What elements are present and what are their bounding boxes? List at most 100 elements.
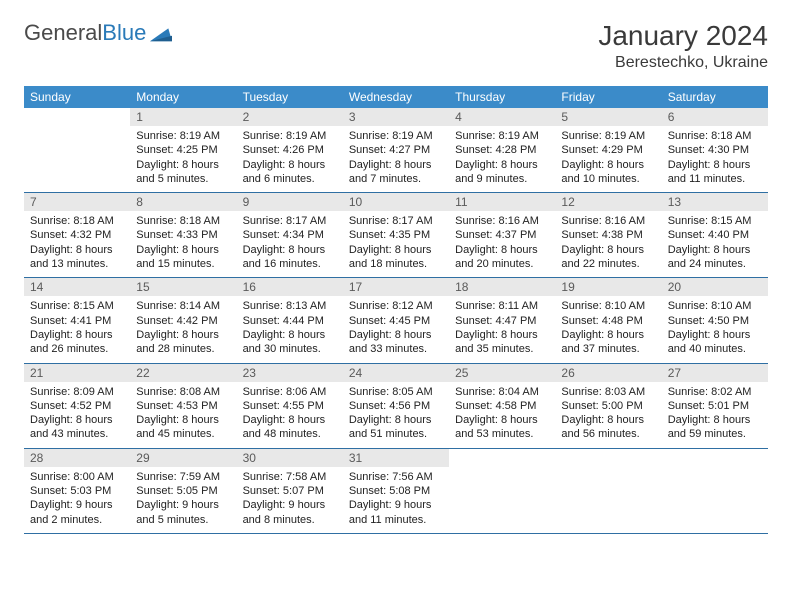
daylight-line: Daylight: 8 hours and 26 minutes. (30, 328, 124, 357)
calendar-day-cell: 31Sunrise: 7:56 AMSunset: 5:08 PMDayligh… (343, 448, 449, 533)
daylight-line: Daylight: 9 hours and 8 minutes. (243, 498, 337, 527)
sunrise-line: Sunrise: 8:15 AM (30, 299, 124, 313)
sunrise-line: Sunrise: 8:15 AM (668, 214, 762, 228)
calendar-day-cell: 27Sunrise: 8:02 AMSunset: 5:01 PMDayligh… (662, 363, 768, 448)
day-details: Sunrise: 8:12 AMSunset: 4:45 PMDaylight:… (343, 296, 449, 362)
calendar-day-cell: 18Sunrise: 8:11 AMSunset: 4:47 PMDayligh… (449, 278, 555, 363)
sunset-line: Sunset: 4:37 PM (455, 228, 549, 242)
day-details: Sunrise: 8:18 AMSunset: 4:30 PMDaylight:… (662, 126, 768, 192)
day-number: 22 (130, 364, 236, 382)
header: GeneralBlue January 2024 Berestechko, Uk… (24, 20, 768, 72)
daylight-line: Daylight: 9 hours and 5 minutes. (136, 498, 230, 527)
sunrise-line: Sunrise: 8:00 AM (30, 470, 124, 484)
sunset-line: Sunset: 4:41 PM (30, 314, 124, 328)
logo-text: GeneralBlue (24, 20, 146, 46)
sunset-line: Sunset: 4:26 PM (243, 143, 337, 157)
calendar-day-cell: 7Sunrise: 8:18 AMSunset: 4:32 PMDaylight… (24, 193, 130, 278)
daylight-line: Daylight: 8 hours and 15 minutes. (136, 243, 230, 272)
sunset-line: Sunset: 5:05 PM (136, 484, 230, 498)
sunset-line: Sunset: 4:40 PM (668, 228, 762, 242)
calendar-day-cell: 24Sunrise: 8:05 AMSunset: 4:56 PMDayligh… (343, 363, 449, 448)
day-details: Sunrise: 8:08 AMSunset: 4:53 PMDaylight:… (130, 382, 236, 448)
daylight-line: Daylight: 8 hours and 59 minutes. (668, 413, 762, 442)
day-number: 4 (449, 108, 555, 126)
sunrise-line: Sunrise: 8:08 AM (136, 385, 230, 399)
day-details: Sunrise: 8:02 AMSunset: 5:01 PMDaylight:… (662, 382, 768, 448)
month-title: January 2024 (598, 20, 768, 52)
day-number: 20 (662, 278, 768, 296)
calendar-day-cell: 13Sunrise: 8:15 AMSunset: 4:40 PMDayligh… (662, 193, 768, 278)
sunset-line: Sunset: 4:58 PM (455, 399, 549, 413)
sunrise-line: Sunrise: 8:04 AM (455, 385, 549, 399)
calendar-day-cell: 15Sunrise: 8:14 AMSunset: 4:42 PMDayligh… (130, 278, 236, 363)
sunrise-line: Sunrise: 8:16 AM (455, 214, 549, 228)
calendar-table: SundayMondayTuesdayWednesdayThursdayFrid… (24, 86, 768, 534)
sunrise-line: Sunrise: 8:17 AM (243, 214, 337, 228)
day-details: Sunrise: 8:19 AMSunset: 4:27 PMDaylight:… (343, 126, 449, 192)
day-details: Sunrise: 8:18 AMSunset: 4:32 PMDaylight:… (24, 211, 130, 277)
sunset-line: Sunset: 4:45 PM (349, 314, 443, 328)
calendar-day-cell: 23Sunrise: 8:06 AMSunset: 4:55 PMDayligh… (237, 363, 343, 448)
sunrise-line: Sunrise: 8:19 AM (136, 129, 230, 143)
day-details: Sunrise: 8:15 AMSunset: 4:40 PMDaylight:… (662, 211, 768, 277)
calendar-day-cell: 29Sunrise: 7:59 AMSunset: 5:05 PMDayligh… (130, 448, 236, 533)
calendar-page: GeneralBlue January 2024 Berestechko, Uk… (0, 0, 792, 544)
calendar-week-row: 7Sunrise: 8:18 AMSunset: 4:32 PMDaylight… (24, 193, 768, 278)
day-number: 25 (449, 364, 555, 382)
daylight-line: Daylight: 8 hours and 16 minutes. (243, 243, 337, 272)
calendar-day-cell: 25Sunrise: 8:04 AMSunset: 4:58 PMDayligh… (449, 363, 555, 448)
sunset-line: Sunset: 4:33 PM (136, 228, 230, 242)
calendar-day-cell: 5Sunrise: 8:19 AMSunset: 4:29 PMDaylight… (555, 108, 661, 193)
calendar-day-cell: 19Sunrise: 8:10 AMSunset: 4:48 PMDayligh… (555, 278, 661, 363)
day-details: Sunrise: 8:15 AMSunset: 4:41 PMDaylight:… (24, 296, 130, 362)
day-number: 7 (24, 193, 130, 211)
calendar-day-cell: 11Sunrise: 8:16 AMSunset: 4:37 PMDayligh… (449, 193, 555, 278)
daylight-line: Daylight: 8 hours and 35 minutes. (455, 328, 549, 357)
sunset-line: Sunset: 4:34 PM (243, 228, 337, 242)
calendar-day-cell: 8Sunrise: 8:18 AMSunset: 4:33 PMDaylight… (130, 193, 236, 278)
sunrise-line: Sunrise: 8:12 AM (349, 299, 443, 313)
sunset-line: Sunset: 4:30 PM (668, 143, 762, 157)
sunset-line: Sunset: 4:25 PM (136, 143, 230, 157)
sunrise-line: Sunrise: 7:59 AM (136, 470, 230, 484)
day-details: Sunrise: 8:19 AMSunset: 4:25 PMDaylight:… (130, 126, 236, 192)
weekday-header: Wednesday (343, 86, 449, 108)
sunrise-line: Sunrise: 8:06 AM (243, 385, 337, 399)
sunrise-line: Sunrise: 8:03 AM (561, 385, 655, 399)
sunset-line: Sunset: 4:38 PM (561, 228, 655, 242)
day-details: Sunrise: 8:17 AMSunset: 4:35 PMDaylight:… (343, 211, 449, 277)
daylight-line: Daylight: 8 hours and 45 minutes. (136, 413, 230, 442)
day-details: Sunrise: 8:04 AMSunset: 4:58 PMDaylight:… (449, 382, 555, 448)
day-details: Sunrise: 8:17 AMSunset: 4:34 PMDaylight:… (237, 211, 343, 277)
daylight-line: Daylight: 8 hours and 28 minutes. (136, 328, 230, 357)
calendar-day-cell: 1Sunrise: 8:19 AMSunset: 4:25 PMDaylight… (130, 108, 236, 193)
day-details: Sunrise: 8:10 AMSunset: 4:50 PMDaylight:… (662, 296, 768, 362)
weekday-header: Sunday (24, 86, 130, 108)
daylight-line: Daylight: 8 hours and 56 minutes. (561, 413, 655, 442)
calendar-day-cell: 16Sunrise: 8:13 AMSunset: 4:44 PMDayligh… (237, 278, 343, 363)
day-details: Sunrise: 8:05 AMSunset: 4:56 PMDaylight:… (343, 382, 449, 448)
day-details: Sunrise: 8:13 AMSunset: 4:44 PMDaylight:… (237, 296, 343, 362)
day-number: 11 (449, 193, 555, 211)
day-number: 3 (343, 108, 449, 126)
sunset-line: Sunset: 4:32 PM (30, 228, 124, 242)
calendar-day-cell: .. (662, 448, 768, 533)
sunrise-line: Sunrise: 7:56 AM (349, 470, 443, 484)
daylight-line: Daylight: 8 hours and 37 minutes. (561, 328, 655, 357)
day-details: Sunrise: 8:11 AMSunset: 4:47 PMDaylight:… (449, 296, 555, 362)
sunset-line: Sunset: 4:28 PM (455, 143, 549, 157)
sunrise-line: Sunrise: 8:09 AM (30, 385, 124, 399)
daylight-line: Daylight: 8 hours and 11 minutes. (668, 158, 762, 187)
daylight-line: Daylight: 8 hours and 24 minutes. (668, 243, 762, 272)
day-details: Sunrise: 8:18 AMSunset: 4:33 PMDaylight:… (130, 211, 236, 277)
calendar-day-cell: 10Sunrise: 8:17 AMSunset: 4:35 PMDayligh… (343, 193, 449, 278)
day-details: Sunrise: 8:14 AMSunset: 4:42 PMDaylight:… (130, 296, 236, 362)
daylight-line: Daylight: 8 hours and 10 minutes. (561, 158, 655, 187)
sunset-line: Sunset: 4:48 PM (561, 314, 655, 328)
day-number: 23 (237, 364, 343, 382)
day-details: Sunrise: 7:56 AMSunset: 5:08 PMDaylight:… (343, 467, 449, 533)
sunrise-line: Sunrise: 8:11 AM (455, 299, 549, 313)
sunrise-line: Sunrise: 8:19 AM (455, 129, 549, 143)
sunset-line: Sunset: 4:55 PM (243, 399, 337, 413)
daylight-line: Daylight: 8 hours and 18 minutes. (349, 243, 443, 272)
